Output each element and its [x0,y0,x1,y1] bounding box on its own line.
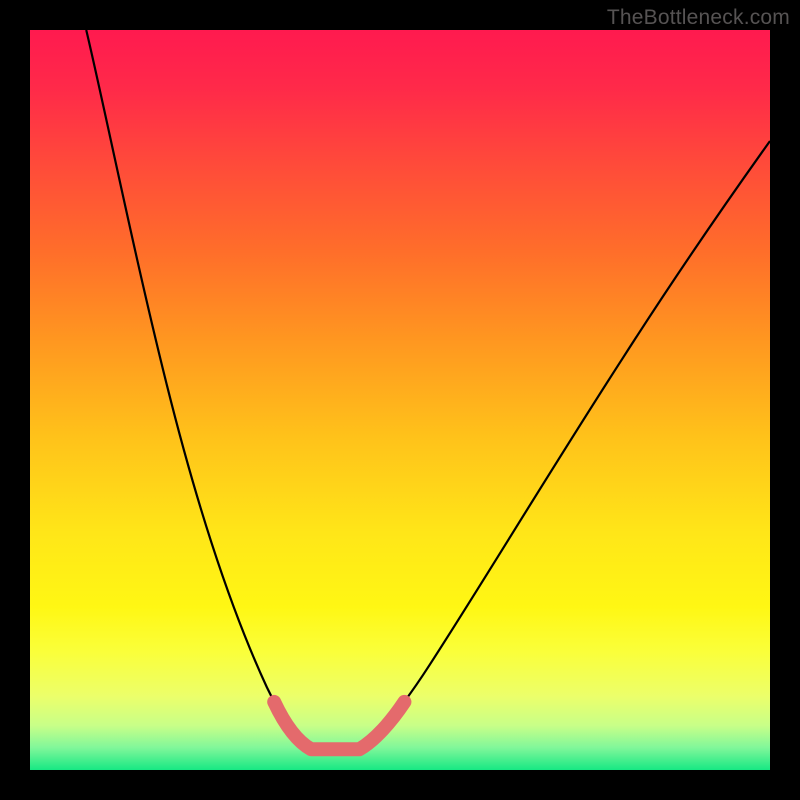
watermark-text: TheBottleneck.com [607,6,790,30]
gradient-background [30,30,770,770]
plot-area [30,30,770,770]
chart-frame: TheBottleneck.com [0,0,800,800]
